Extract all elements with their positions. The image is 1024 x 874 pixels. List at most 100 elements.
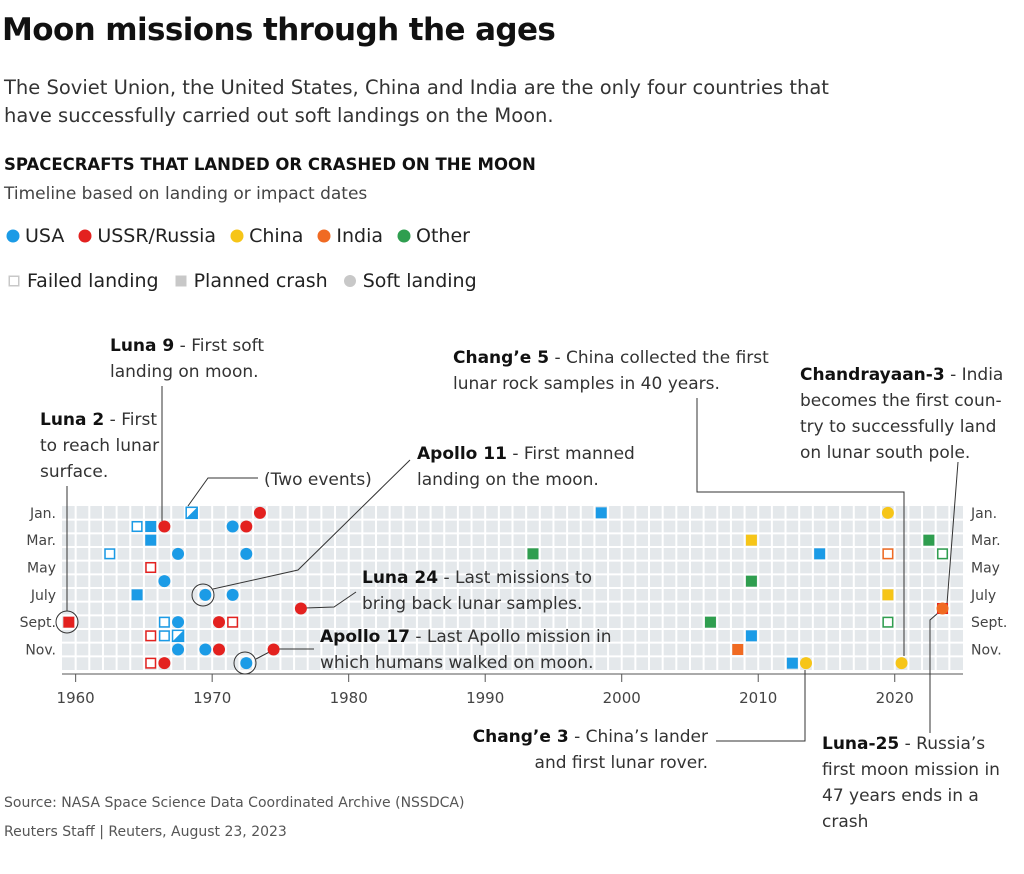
y-tick-label: May	[27, 561, 56, 577]
marker-shape	[343, 275, 356, 287]
mission-marker	[185, 506, 198, 520]
mission-marker	[63, 616, 75, 628]
mission-marker	[595, 507, 607, 519]
mission-marker	[172, 643, 185, 656]
mission-marker	[131, 589, 143, 601]
annotation-title: Luna 2	[40, 410, 105, 430]
marker-shape	[267, 643, 280, 656]
marker-shape	[8, 275, 20, 287]
y-tick-label-right: July	[970, 588, 996, 604]
annotation: Luna 24 - Last missions to bring back lu…	[362, 565, 602, 617]
marker-shape	[175, 275, 187, 287]
mission-marker	[294, 602, 307, 615]
mission-marker	[937, 548, 949, 560]
marker-shape	[145, 657, 157, 669]
marker-shape	[199, 643, 212, 656]
mission-marker	[936, 602, 949, 615]
legend-countries: USA USSR/Russia China India Other	[6, 225, 470, 247]
legend-item: Planned crash	[173, 270, 328, 292]
legend-label: Soft landing	[362, 270, 477, 292]
marker-shape	[745, 575, 757, 587]
annotation-title: Chang’e 5	[453, 348, 550, 368]
mission-marker	[226, 520, 239, 533]
leader-line	[696, 398, 905, 656]
legend-swatch	[397, 229, 411, 243]
marker-shape	[212, 643, 225, 656]
y-tick-label: Sept.	[20, 615, 56, 631]
marker-shape	[704, 616, 716, 628]
marker-shape	[158, 520, 171, 533]
marker-shape	[240, 520, 253, 533]
source: Source: NASA Space Science Data Coordina…	[4, 795, 465, 811]
marker-shape	[145, 562, 157, 573]
mission-marker	[172, 547, 185, 560]
marker-shape	[936, 602, 949, 615]
x-tick-label: 2010	[739, 689, 777, 707]
marker-shape	[882, 616, 894, 628]
annotation-text: - China collected the first lunar rock s…	[453, 348, 769, 394]
marker-shape	[158, 575, 171, 588]
mission-marker	[240, 520, 253, 533]
marker-shape	[158, 630, 170, 642]
annotation: Luna-25 - Russia’s first moon mission in…	[822, 731, 1020, 835]
mission-marker	[745, 534, 757, 546]
annotation-text: - India becomes the first coun­try to su…	[800, 365, 1004, 463]
marker-shape	[881, 506, 894, 519]
marker-shape	[882, 589, 894, 601]
mission-marker	[267, 643, 280, 656]
mission-marker	[145, 521, 157, 532]
x-tick-label: 2020	[876, 689, 914, 707]
annotation-text: (Two events)	[264, 470, 372, 490]
annotation-text: - Last missions to bring back lunar samp…	[362, 568, 593, 614]
y-tick-label: Jan.	[29, 506, 56, 522]
mission-marker	[882, 589, 894, 601]
leader-line	[304, 591, 357, 609]
mission-marker	[131, 521, 143, 532]
legend-swatch	[317, 229, 331, 243]
annotation-title: Luna 24	[362, 568, 439, 588]
legend-label: Failed landing	[27, 270, 159, 292]
legend-dot	[230, 229, 244, 243]
marker-shape	[814, 548, 826, 560]
legend-swatch	[8, 275, 20, 287]
legend-item: Other	[397, 225, 470, 247]
leader-line	[946, 461, 959, 605]
legend-label: India	[336, 225, 383, 247]
y-tick-label-right: Mar.	[971, 533, 1001, 549]
mission-marker	[158, 575, 171, 588]
marker-shape	[212, 616, 225, 629]
marker-shape	[227, 616, 239, 628]
marker-shape	[226, 520, 239, 533]
mission-marker	[212, 616, 225, 629]
marks	[63, 506, 949, 670]
legend-dot	[317, 229, 331, 243]
legend-item: Soft landing	[342, 270, 477, 292]
mission-marker	[745, 630, 757, 642]
annotation-title: Apollo 11	[417, 444, 507, 464]
mission-marker	[882, 616, 894, 628]
legend-item: China	[230, 225, 303, 247]
mission-marker	[199, 588, 212, 601]
marker-shape	[294, 602, 307, 615]
annotation: Luna 2 - First to reach lunar surface.	[40, 407, 165, 485]
marker-half	[186, 507, 198, 519]
mission-marker	[923, 534, 935, 546]
mission-marker	[732, 644, 744, 655]
legend-item: USSR/Russia	[78, 225, 216, 247]
annotation-title: Apollo 17	[320, 627, 410, 647]
marker-shape	[240, 657, 253, 670]
y-tick-label-right: Sept.	[971, 615, 1007, 631]
marker-shape	[786, 657, 798, 669]
mission-marker	[158, 657, 171, 670]
mission-marker	[786, 657, 798, 669]
legend-label: Other	[416, 225, 470, 247]
marker-shape	[145, 534, 157, 546]
annotation-title: Chang’e 3	[472, 727, 569, 747]
credit: Reuters Staff | Reuters, August 23, 2023	[4, 824, 287, 840]
marker-shape	[158, 616, 170, 628]
mission-marker	[199, 643, 212, 656]
marker-shape	[527, 548, 539, 560]
marker-shape	[199, 588, 212, 601]
legend-outcomes: Failed landing Planned crash Soft landing	[6, 270, 477, 292]
